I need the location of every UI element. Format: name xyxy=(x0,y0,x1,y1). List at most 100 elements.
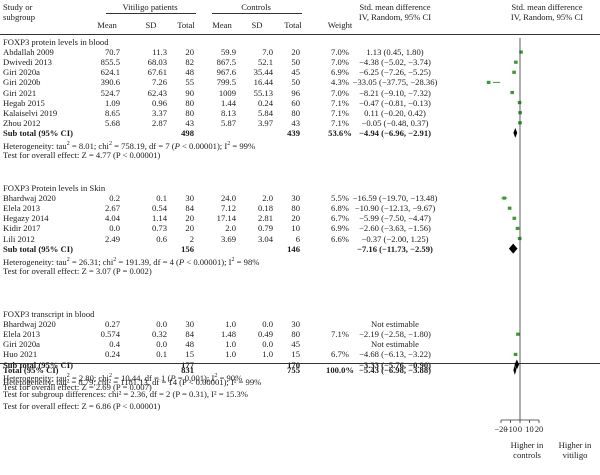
subtotal-diamond xyxy=(513,127,518,138)
weight: 6.7% xyxy=(331,349,349,360)
heterogeneity-part: Heterogeneity: tau xyxy=(3,140,67,151)
header-c-sd: SD xyxy=(251,20,263,30)
weight: 7.1% xyxy=(331,117,349,128)
study-marker-point xyxy=(502,196,507,200)
control-mean: 24.0 xyxy=(220,193,236,204)
heterogeneity-part: P xyxy=(174,140,180,151)
vitiligo-sd: 2.87 xyxy=(151,117,167,128)
study-marker-point xyxy=(517,101,522,105)
control-total: 30 xyxy=(291,319,300,330)
smd-ci: Not estimable xyxy=(371,339,419,350)
control-mean: 3.69 xyxy=(220,233,236,244)
control-mean: 7.12 xyxy=(220,203,236,214)
control-sd: 0.24 xyxy=(257,97,273,108)
vitiligo-mean: 624.1 xyxy=(100,67,120,78)
control-sd: 16.44 xyxy=(253,77,273,88)
control-sd: 0.79 xyxy=(257,223,273,234)
header-c-total: Total xyxy=(284,20,302,30)
vitiligo-sd: 0.32 xyxy=(151,329,167,340)
vitiligo-sd: 67.61 xyxy=(147,67,167,78)
control-sd: 3.97 xyxy=(257,117,273,128)
study-name: Hegazy 2014 xyxy=(3,213,49,224)
control-total: 80 xyxy=(291,107,300,118)
heterogeneity: Heterogeneity: tau2 = 26.31; chi2 = 191.… xyxy=(3,255,259,267)
heterogeneity-part: = 191.39, df = 4 ( xyxy=(116,256,179,267)
study-name: Giri 2020a xyxy=(3,67,40,78)
vitiligo-total: 20 xyxy=(185,47,194,58)
vitiligo-sd: 0.1 xyxy=(156,349,167,360)
superscript: 2 xyxy=(113,256,117,263)
favours-left-1: Higher in xyxy=(510,440,544,450)
subtotal-c-total: 439 xyxy=(287,127,300,138)
weight: 7.1% xyxy=(331,107,349,118)
weight: 7.0% xyxy=(331,47,349,58)
total-c-total: 755 xyxy=(287,365,300,375)
study-marker-point xyxy=(512,216,517,220)
vitiligo-mean: 524.7 xyxy=(100,87,120,98)
header-v-sd: SD xyxy=(145,20,157,30)
control-sd: 3.04 xyxy=(257,233,273,244)
vitiligo-total: 48 xyxy=(185,67,194,78)
header-rule xyxy=(0,34,600,35)
subtotal-v-total: 498 xyxy=(181,127,194,138)
vitiligo-mean: 2.67 xyxy=(104,203,120,214)
total-diamond xyxy=(513,365,517,375)
vitiligo-sd: 0.54 xyxy=(151,203,167,214)
heterogeneity: Heterogeneity: tau2 = 8.01; chi2 = 758.1… xyxy=(3,139,255,151)
heterogeneity-part: < 0.00001); I xyxy=(179,140,228,151)
vitiligo-total: 48 xyxy=(185,339,194,350)
vitiligo-sd: 0.6 xyxy=(156,233,167,244)
control-total: 60 xyxy=(291,97,300,108)
control-total: 30 xyxy=(291,193,300,204)
smd-ci: −0.05 (−0.48, 0.37) xyxy=(361,117,429,128)
control-sd: 35.44 xyxy=(253,67,273,78)
study-name: Abdallah 2009 xyxy=(3,47,54,58)
control-sd: 7.0 xyxy=(262,47,273,58)
superscript: 2 xyxy=(231,256,235,263)
favours-left-2: controls xyxy=(513,450,541,460)
smd-ci: −4.68 (−6.13, −3.22) xyxy=(359,349,431,360)
subtotal-ci: −3.33 (−5.76, −0.90) xyxy=(359,359,431,370)
control-mean: 1009 xyxy=(218,87,236,98)
vitiligo-total: 30 xyxy=(185,193,194,204)
group-title: FOXP3 Protein levels in Skin xyxy=(3,183,106,193)
vitiligo-mean: 0.2 xyxy=(109,193,120,204)
subtotal-label: Sub total (95% CI) xyxy=(3,127,73,138)
subtotal-c-total: 146 xyxy=(287,243,300,254)
control-mean: 867.5 xyxy=(216,57,236,68)
control-sd: 5.84 xyxy=(257,107,273,118)
total-rule xyxy=(0,363,600,364)
x-tick-label: −20 xyxy=(494,425,507,434)
smd-ci: −5.99 (−7.50, −4.47) xyxy=(359,213,431,224)
control-total: 6 xyxy=(295,233,300,244)
vitiligo-mean: 1.09 xyxy=(104,97,120,108)
study-marker-point xyxy=(515,226,520,230)
vitiligo-mean: 0.27 xyxy=(104,319,120,330)
header-v-mean: Mean xyxy=(97,20,117,30)
subtotal-diamond xyxy=(508,243,518,254)
control-sd: 2.81 xyxy=(257,213,273,224)
study-name: Huo 2021 xyxy=(3,349,38,360)
heterogeneity-part: = 26.31; chi xyxy=(69,256,114,267)
overall-effect: Test for overall effect: Z = 3.07 (P = 0… xyxy=(3,265,152,276)
weight: 4.3% xyxy=(331,77,349,88)
smd-ci: −6.25 (−7.26, −5.25) xyxy=(359,67,431,78)
vitiligo-sd: 0.0 xyxy=(156,319,167,330)
heterogeneity-part: = 99% xyxy=(230,140,256,151)
header-smd-sub: IV, Random, 95% CI xyxy=(358,12,432,22)
heterogeneity-part: = 10.44, df = 1 ( xyxy=(111,372,171,383)
heterogeneity-part: P xyxy=(170,372,176,383)
vitiligo-sd: 0.73 xyxy=(151,223,167,234)
control-total: 45 xyxy=(291,339,300,350)
control-mean: 967.6 xyxy=(216,67,236,78)
superscript: 2 xyxy=(66,141,70,147)
vitiligo-mean: 855.5 xyxy=(100,57,120,68)
weight: 6.9% xyxy=(331,223,349,234)
x-tick-label: 20 xyxy=(535,425,543,434)
control-sd: 0.49 xyxy=(257,329,273,340)
control-sd: 0.0 xyxy=(262,339,273,350)
subgroup-differences: Test for subgroup differences: chi² = 2.… xyxy=(3,389,248,399)
vitiligo-total: 20 xyxy=(185,223,194,234)
superscript: 2 xyxy=(227,141,231,147)
group-title: FOXP3 protein levels in blood xyxy=(3,37,109,47)
